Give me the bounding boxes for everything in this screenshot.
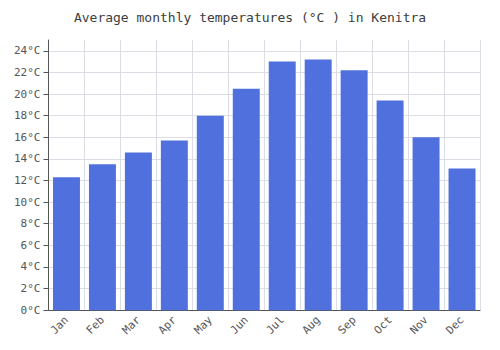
svg-text:Jul: Jul <box>264 314 287 337</box>
svg-text:Oct: Oct <box>371 314 394 337</box>
svg-text:6°C: 6°C <box>21 239 41 252</box>
svg-text:Jan: Jan <box>48 314 71 337</box>
svg-text:14°C: 14°C <box>14 152 41 165</box>
svg-text:4°C: 4°C <box>21 260 41 273</box>
svg-text:20°C: 20°C <box>14 88 41 101</box>
svg-text:Apr: Apr <box>156 313 179 336</box>
svg-text:Jun: Jun <box>228 314 251 337</box>
svg-text:16°C: 16°C <box>14 131 41 144</box>
svg-text:Mar: Mar <box>120 313 143 336</box>
svg-text:Nov: Nov <box>407 313 430 336</box>
svg-text:12°C: 12°C <box>14 174 41 187</box>
svg-text:24°C: 24°C <box>14 44 41 57</box>
svg-text:Sep: Sep <box>336 314 359 337</box>
svg-text:22°C: 22°C <box>14 66 41 79</box>
svg-text:Dec: Dec <box>443 314 466 337</box>
svg-text:Feb: Feb <box>84 314 107 337</box>
svg-text:18°C: 18°C <box>14 109 41 122</box>
svg-text:Aug: Aug <box>300 314 323 337</box>
svg-text:2°C: 2°C <box>21 282 41 295</box>
svg-text:10°C: 10°C <box>14 196 41 209</box>
svg-text:8°C: 8°C <box>21 217 41 230</box>
svg-text:Average monthly temperatures (: Average monthly temperatures (°C ) in Ke… <box>74 10 426 25</box>
svg-text:May: May <box>192 313 215 336</box>
svg-text:0°C: 0°C <box>21 304 41 317</box>
